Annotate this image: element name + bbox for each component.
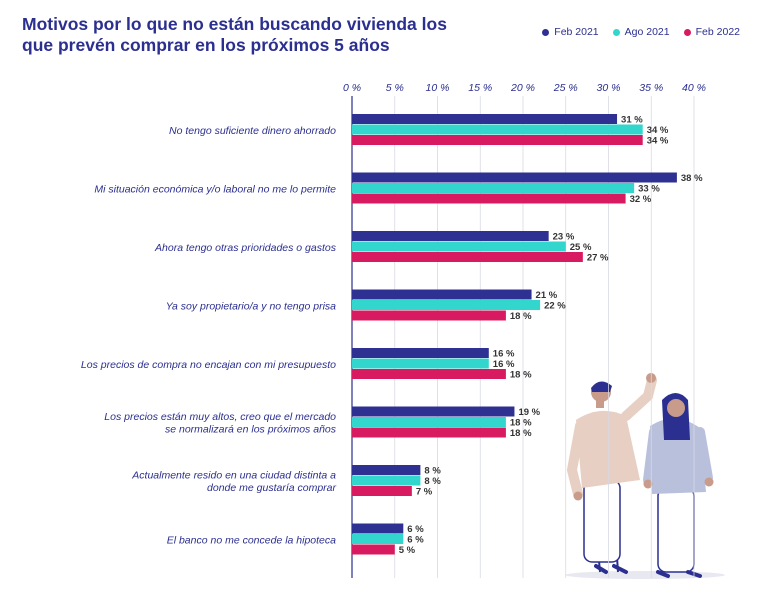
bar-feb-2022-cat-1 [352,135,643,145]
category-label-6-line-2: se normalizará en los próximos años [165,424,337,436]
category-label-7-line-1: Actualmente resido en una ciudad distint… [131,470,336,482]
data-label-feb-2021-cat-2: 38 % [681,173,703,184]
category-label-1: No tengo suficiente dinero ahorrado [169,125,336,137]
bar-ago-2021-cat-7 [352,475,421,486]
data-label-feb-2022-cat-6: 18 % [510,428,532,439]
data-label-ago-2021-cat-3: 25 % [570,242,592,253]
bar-feb-2021-cat-7 [352,465,421,475]
bar-feb-2021-cat-6 [352,406,515,417]
x-gridlines [351,96,695,578]
bar-ago-2021-cat-3 [352,241,566,252]
x-tick-label-40: 40 % [682,82,706,94]
x-tick-label-30: 30 % [597,82,621,94]
bar-feb-2021-cat-2 [352,172,677,183]
legend-item-feb-2021: Feb 2021 [542,26,599,38]
chart-title-line-2: que prevén comprar en los próximos 5 año… [22,35,390,55]
bar-feb-2021-cat-3 [352,231,549,241]
legend-item-ago-2021: Ago 2021 [612,26,670,38]
bar-feb-2021-cat-1 [352,114,618,124]
legend-swatch-feb-2022 [683,28,691,36]
data-label-feb-2022-cat-4: 18 % [510,311,532,322]
data-label-ago-2021-cat-7: 8 % [424,476,441,487]
x-tick-label-25: 25 % [553,82,578,94]
bar-ago-2021-cat-5 [352,358,489,369]
data-label-ago-2021-cat-8: 6 % [407,535,424,546]
people-illustration [565,373,725,579]
bar-ago-2021-cat-6 [352,417,506,427]
chart-legend: Feb 2021 Ago 2021 Feb 2022 [542,26,740,38]
x-tick-label-15: 15 % [468,82,492,94]
legend-label-ago-2021: Ago 2021 [624,26,670,38]
category-label-4: Ya soy propietario/a y no tengo prisa [166,300,336,312]
category-label-6-line-1: Los precios están muy altos, creo que el… [104,411,336,423]
bar-feb-2022-cat-6 [352,427,506,438]
bar-series: 31 % 34 %34 % 38 % 33 %32 % 23 %25 %27 % 21 %… [352,114,703,556]
data-label-feb-2022-cat-5: 18 % [510,370,532,381]
x-tick-label-10: 10 % [426,82,450,94]
data-label-feb-2022-cat-2: 32 % [630,194,652,205]
data-label-feb-2022-cat-8: 5 % [399,545,416,556]
data-label-ago-2021-cat-6: 18 % [510,418,532,429]
x-tick-label-35: 35 % [639,82,663,94]
x-axis-ticks: 0 % 5 % 10 % 15 % 20 % 25 % 30 % 35 % 40 % [343,82,706,94]
legend-label-feb-2021: Feb 2021 [554,26,599,38]
bar-feb-2021-cat-4 [352,289,532,300]
bar-feb-2022-cat-5 [352,369,506,379]
bar-ago-2021-cat-8 [352,534,404,544]
legend-swatch-feb-2021 [542,28,550,36]
data-label-feb-2021-cat-1: 31 % [621,115,643,126]
x-tick-label-5: 5 % [386,82,404,94]
legend-item-feb-2022: Feb 2022 [683,26,740,38]
bar-ago-2021-cat-4 [352,300,541,310]
category-label-5: Los precios de compra no encajan con mi … [81,359,336,371]
chart-title: Motivos por lo que no están buscando viv… [22,14,492,56]
x-tick-label-20: 20 % [510,82,535,94]
data-label-feb-2022-cat-1: 34 % [647,136,669,147]
data-label-feb-2021-cat-3: 23 % [553,232,575,243]
data-label-feb-2022-cat-7: 7 % [416,487,433,498]
data-label-ago-2021-cat-4: 22 % [544,301,566,312]
legend-label-feb-2022: Feb 2022 [695,26,740,38]
data-label-feb-2021-cat-7: 8 % [424,466,441,477]
category-label-3: Ahora tengo otras prioridades o gastos [154,242,337,254]
data-label-feb-2021-cat-5: 16 % [493,349,515,360]
category-label-2: Mi situación económica y/o laboral no me… [94,183,336,195]
bar-feb-2021-cat-8 [352,523,404,534]
data-label-feb-2022-cat-3: 27 % [587,253,609,264]
data-label-feb-2021-cat-6: 19 % [518,407,540,418]
category-labels: No tengo suficiente dinero ahorrado Mi si… [81,125,337,547]
bar-feb-2022-cat-4 [352,310,506,321]
bar-feb-2022-cat-2 [352,193,626,204]
category-label-8: El banco no me concede la hipoteca [167,534,336,546]
data-label-ago-2021-cat-1: 34 % [647,125,669,136]
bar-feb-2022-cat-8 [352,544,395,555]
data-label-ago-2021-cat-5: 16 % [493,359,515,370]
bar-ago-2021-cat-2 [352,183,635,193]
bar-feb-2022-cat-7 [352,486,412,496]
x-tick-label-0: 0 % [343,82,361,94]
data-label-feb-2021-cat-4: 21 % [536,290,558,301]
data-label-feb-2021-cat-8: 6 % [407,524,424,535]
bar-feb-2022-cat-3 [352,252,583,262]
chart-title-line-1: Motivos por lo que no están buscando viv… [22,14,447,34]
bar-feb-2021-cat-5 [352,348,489,358]
bar-ago-2021-cat-1 [352,124,643,135]
data-label-ago-2021-cat-2: 33 % [638,184,660,195]
category-label-7-line-2: donde me gustaría comprar [207,482,336,494]
legend-swatch-ago-2021 [612,28,620,36]
